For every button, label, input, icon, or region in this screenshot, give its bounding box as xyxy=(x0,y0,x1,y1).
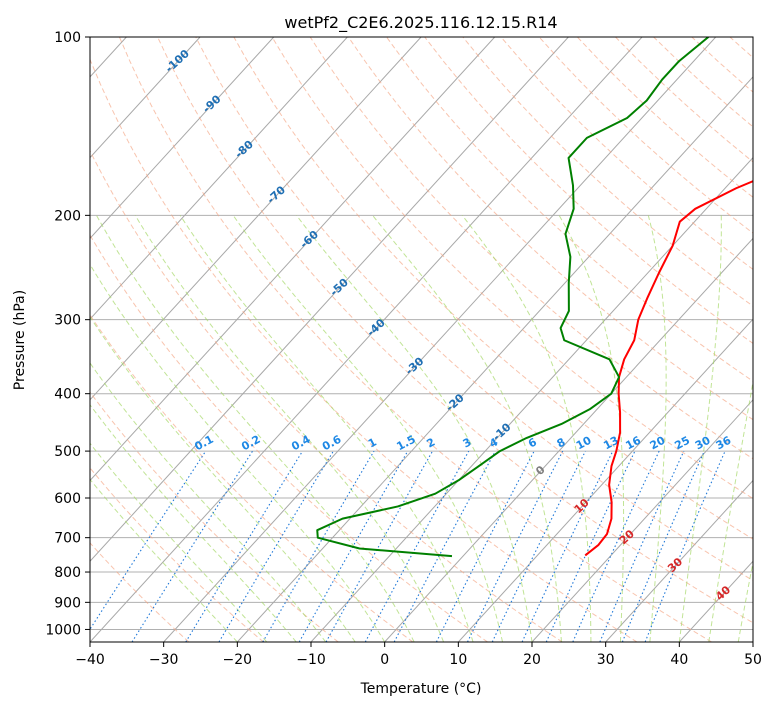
x-tick-label: 40 xyxy=(670,652,688,668)
x-tick-label: −20 xyxy=(223,652,253,668)
isotherm-line xyxy=(531,399,753,642)
y-tick-label: 900 xyxy=(54,595,81,611)
isotherm-line xyxy=(90,37,569,563)
moist-adiabat-line xyxy=(647,215,667,642)
moist-adiabat-line xyxy=(90,478,238,642)
x-tick-label: 30 xyxy=(597,652,615,668)
isotherm-line xyxy=(90,37,422,401)
isotherm-line xyxy=(384,237,753,642)
x-tick-label: 20 xyxy=(523,652,541,668)
dry-adiabat-line xyxy=(90,149,563,642)
dry-adiabat-line xyxy=(271,37,753,500)
x-tick-label: 10 xyxy=(449,652,467,668)
x-axis-label: Temperature (°C) xyxy=(360,681,482,697)
isotherm-line xyxy=(752,641,753,642)
isotherm-line xyxy=(90,37,643,642)
moist-adiabat-line xyxy=(678,215,722,642)
isotherm-line xyxy=(163,37,717,642)
mixing-ratio-label: 10 xyxy=(574,434,594,453)
mixing-ratio-label: 16 xyxy=(623,434,643,453)
dry-adiabat-line xyxy=(309,37,753,460)
mixing-ratio-line xyxy=(393,450,496,642)
mixing-ratio-line xyxy=(131,450,254,642)
mixing-ratio-line xyxy=(90,450,207,631)
dry-adiabat-line xyxy=(195,37,753,582)
dry-adiabat-line xyxy=(90,58,638,642)
x-tick-label: 0 xyxy=(380,652,389,668)
dry-adiabat-line xyxy=(386,37,753,382)
moist-adiabat-line xyxy=(296,215,533,642)
y-tick-label: 100 xyxy=(54,30,81,46)
dry-adiabat-line xyxy=(424,37,753,344)
dry-adiabat-line xyxy=(157,37,753,624)
moist-adiabat-line xyxy=(96,215,415,642)
dry-adiabat-line xyxy=(233,37,753,540)
y-tick-label: 400 xyxy=(54,387,81,403)
isotherm-line xyxy=(90,37,496,482)
isotherm-line xyxy=(457,318,753,642)
y-tick-label: 600 xyxy=(54,491,81,507)
moist-adiabat-line xyxy=(90,315,356,642)
mixing-ratio-label: 20 xyxy=(648,434,668,453)
dewpoint-profile-line xyxy=(316,37,710,558)
mixing-ratio-line xyxy=(599,450,685,642)
mixing-ratio-line xyxy=(364,450,470,642)
y-tick-label: 1000 xyxy=(45,622,81,638)
x-tick-label: 50 xyxy=(744,652,762,668)
x-tick-label: −40 xyxy=(75,652,105,668)
dry-adiabat-line xyxy=(118,37,712,642)
temperature-profile-line xyxy=(584,180,753,557)
moist-adiabat-line xyxy=(90,263,386,642)
y-axis-label: Pressure (hPa) xyxy=(12,290,28,390)
plot-frame xyxy=(89,36,754,643)
mixing-ratio-label: 30 xyxy=(693,434,713,453)
moist-adiabat-line xyxy=(134,215,445,642)
mixing-ratio-line xyxy=(621,450,705,642)
y-tick-label: 200 xyxy=(54,208,81,224)
axes: −40 −30 −20 −10 0 10 20 30 40 50 100 200 300 400 500 60… xyxy=(45,30,762,668)
y-tick-label: 800 xyxy=(54,565,81,581)
y-tick-label: 300 xyxy=(54,313,81,329)
moist-adiabat-line xyxy=(90,442,268,642)
mixing-ratio-line xyxy=(467,450,564,642)
moist-adiabat-line xyxy=(90,403,297,642)
isotherm-line xyxy=(90,37,275,240)
mixing-ratio-line xyxy=(185,450,304,642)
plot-area: 0.1 0.2 0.4 0.6 1 1.5 2 3 4 6 8 10 13 16 20 25 30 36-100-… xyxy=(90,37,753,642)
mixing-ratio-label: 25 xyxy=(672,434,692,453)
y-tick-label: 500 xyxy=(54,444,81,460)
moist-adiabat-line xyxy=(558,215,625,642)
isotherm-line xyxy=(90,37,201,159)
mixing-ratio-line xyxy=(644,450,726,642)
mixing-ratio-label: 36 xyxy=(714,434,734,453)
plot-background xyxy=(90,37,753,642)
x-tick-label: −10 xyxy=(296,652,326,668)
isotherm-line xyxy=(90,37,348,320)
chart-title: wetPf2_C2E6.2025.116.12.15.R14 xyxy=(284,13,557,33)
mixing-ratio-line xyxy=(572,450,660,642)
isotherm-line xyxy=(605,479,753,642)
moist-adiabat-line xyxy=(90,362,327,642)
moist-adiabat-line xyxy=(179,215,474,642)
mixing-ratio-line xyxy=(325,450,434,642)
y-tick-label: 700 xyxy=(54,531,81,547)
x-tick-label: −30 xyxy=(149,652,179,668)
